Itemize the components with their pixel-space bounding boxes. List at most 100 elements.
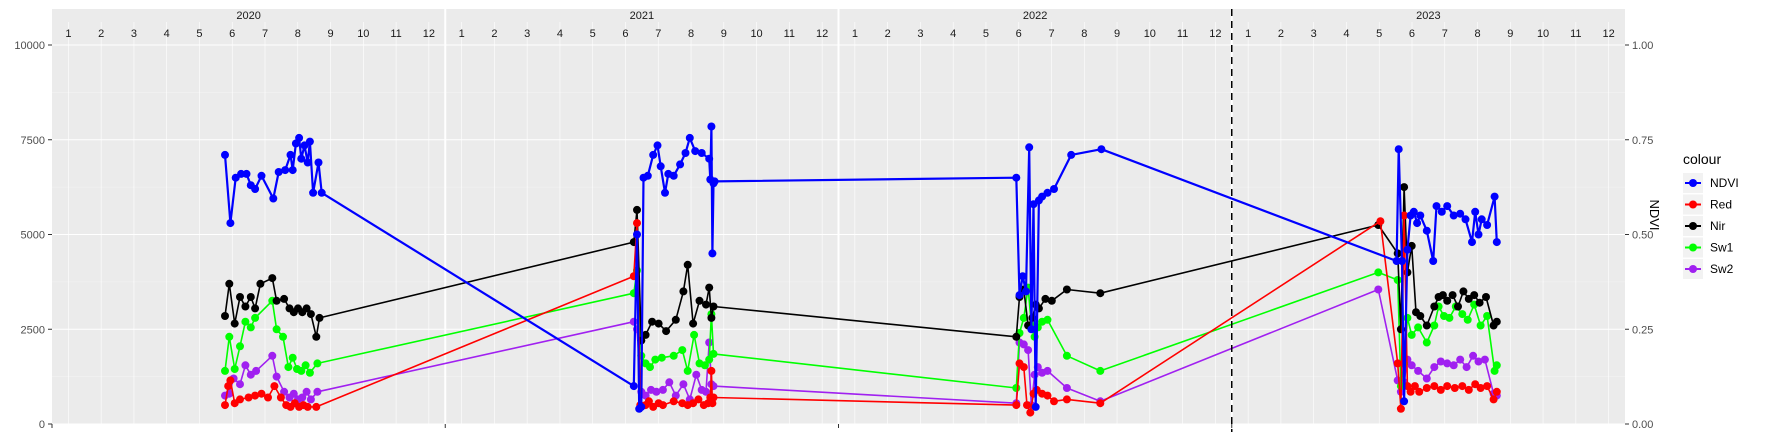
month-label: 2 (1278, 28, 1284, 40)
data-point-sw2 (306, 395, 315, 404)
data-point-ndvi (707, 122, 716, 131)
y-right-tick-label: 0.00 (1632, 419, 1653, 431)
data-point-nir (662, 327, 671, 336)
data-point-nir (648, 317, 657, 326)
data-point-sw2 (1462, 363, 1471, 372)
data-point-nir (702, 300, 710, 309)
legend-item-sw2: Sw2 (1683, 259, 1734, 279)
data-point-nir (1443, 296, 1452, 305)
data-point-red (312, 402, 321, 411)
data-point-sw1 (669, 351, 678, 360)
series-red (221, 211, 1501, 417)
month-label: 4 (950, 28, 956, 40)
data-point-ndvi (1400, 397, 1409, 406)
data-point-red (658, 401, 667, 410)
data-point-nir (1475, 298, 1484, 307)
data-point-sw2 (313, 387, 322, 396)
data-point-sw1 (1393, 276, 1402, 284)
data-point-sw2 (1474, 357, 1483, 366)
month-label: 4 (164, 28, 170, 40)
data-point-red (257, 389, 266, 398)
data-point-sw1 (1422, 338, 1431, 347)
data-point-ndvi (1043, 188, 1052, 197)
data-point-nir (315, 313, 324, 322)
data-point-ndvi (1031, 402, 1040, 411)
data-point-nir (302, 304, 311, 313)
data-point-nir (1422, 321, 1431, 330)
series-layer (221, 122, 1501, 417)
data-point-red (1436, 385, 1445, 394)
data-point-nir (1454, 302, 1462, 311)
data-point-sw2 (1430, 363, 1439, 372)
month-label: 9 (1114, 28, 1120, 40)
data-point-nir (1400, 183, 1409, 192)
y-left-tick-label: 7500 (21, 135, 45, 147)
month-label: 5 (590, 28, 596, 40)
data-point-sw2 (302, 387, 311, 396)
data-point-sw2 (629, 317, 638, 326)
data-point-sw1 (1492, 361, 1501, 370)
data-point-red (1489, 395, 1498, 404)
data-point-sw1 (1043, 315, 1052, 324)
data-point-ndvi (705, 154, 714, 163)
data-point-ndvi (288, 166, 297, 175)
data-point-sw2 (272, 372, 281, 381)
data-point-nir (641, 330, 650, 339)
data-point-ndvi (1394, 145, 1403, 154)
data-point-ndvi (1403, 245, 1412, 254)
data-point-ndvi (1461, 215, 1470, 224)
month-label: 9 (1507, 28, 1513, 40)
data-point-sw1 (279, 332, 287, 341)
data-point-red (694, 395, 703, 404)
month-label: 8 (1474, 28, 1480, 40)
year-label: 2022 (1023, 10, 1047, 22)
legend-key-point (1689, 265, 1697, 273)
data-point-sw1 (1463, 315, 1472, 324)
data-point-red (1415, 387, 1424, 396)
data-point-red (1430, 382, 1439, 391)
data-point-nir (241, 302, 250, 311)
legend-label: Sw1 (1710, 241, 1734, 255)
data-point-sw1 (705, 355, 714, 364)
data-point-ndvi (1422, 226, 1431, 235)
month-label: 11 (784, 28, 795, 40)
data-point-ndvi (643, 171, 652, 180)
data-point-ndvi (314, 158, 323, 167)
data-point-sw1 (1458, 310, 1467, 319)
data-point-sw1 (297, 366, 306, 375)
data-point-red (1376, 217, 1385, 226)
month-label: 5 (983, 28, 989, 40)
data-point-sw2 (1414, 366, 1423, 375)
data-point-sw2 (289, 389, 298, 398)
data-point-sw1 (301, 361, 310, 370)
data-point-nir (236, 293, 244, 301)
data-point-ndvi (1398, 257, 1406, 265)
data-point-sw1 (709, 349, 718, 358)
month-label: 6 (1016, 28, 1022, 40)
data-point-sw2 (1443, 359, 1452, 368)
data-point-sw2 (692, 370, 701, 379)
data-point-sw2 (1407, 361, 1416, 370)
data-point-sw1 (646, 363, 654, 372)
data-point-sw1 (225, 332, 234, 341)
data-point-nir (689, 319, 698, 328)
data-point-ndvi (653, 141, 662, 150)
month-label: 10 (750, 28, 762, 40)
data-point-nir (1492, 317, 1501, 326)
year-strips: 2020 2021 2022 2023 (236, 10, 1440, 22)
data-point-ndvi (1490, 192, 1499, 201)
data-point-sw1 (657, 353, 666, 362)
y-left-tick-label: 2500 (21, 324, 45, 336)
legend-title: colour (1683, 151, 1721, 167)
data-point-red (633, 219, 641, 228)
data-point-ndvi (1477, 215, 1486, 224)
month-label: 12 (1602, 28, 1614, 40)
data-point-nir (306, 310, 315, 319)
legend-label: Nir (1710, 219, 1725, 233)
legend-item-nir: Nir (1683, 216, 1725, 236)
data-point-red (264, 393, 272, 402)
data-point-sw1 (221, 366, 229, 375)
data-point-ndvi (1050, 185, 1058, 193)
data-point-red (1450, 384, 1459, 392)
